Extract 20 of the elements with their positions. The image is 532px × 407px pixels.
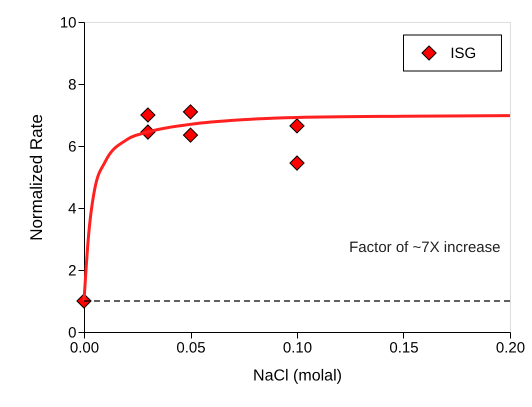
x-tick-label: 0.15 [389, 340, 419, 356]
y-tick-label: 8 [68, 76, 76, 94]
annotation: Factor of ~7X increase [349, 238, 500, 256]
point [182, 104, 198, 120]
y-tick-label: 4 [68, 200, 76, 218]
point [289, 155, 305, 171]
point [182, 128, 198, 143]
y-tick-label: 10 [60, 14, 76, 32]
legend-label: ISG [450, 45, 476, 62]
x-tick-label: 0.20 [496, 340, 526, 356]
y-axis-title: Normalized Rate [26, 114, 46, 241]
y-tick-label: 2 [68, 262, 76, 280]
x-tick-label: 0.05 [176, 340, 206, 356]
x-tick-label: 0.10 [282, 340, 312, 356]
y-tick-label: 6 [68, 138, 76, 156]
point [289, 118, 305, 134]
point [140, 107, 156, 123]
y-tick-label: 0 [68, 324, 76, 342]
x-axis-title: NaCl (molal) [253, 368, 342, 384]
x-tick-label: 0.00 [70, 340, 100, 356]
